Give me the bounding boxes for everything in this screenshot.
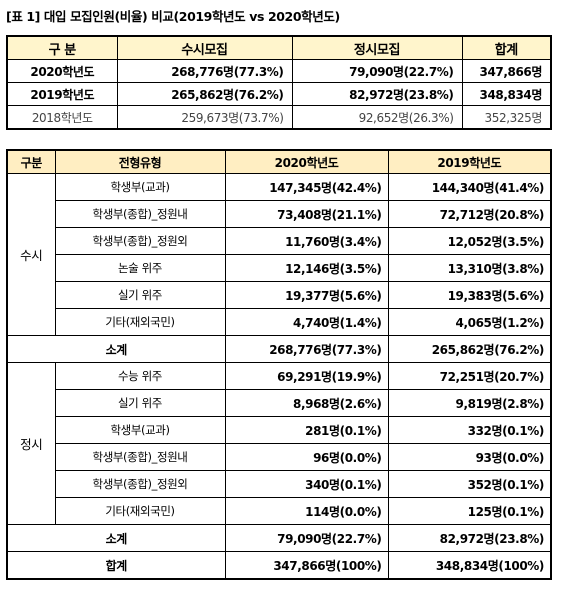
value-2019: 265,862명(76.2%) bbox=[387, 335, 552, 363]
value-2019: 19,383명(5.6%) bbox=[387, 281, 552, 309]
value-2020: 340명(0.1%) bbox=[224, 470, 389, 498]
value-2019: 9,819명(2.8%) bbox=[387, 389, 552, 417]
detail-header-2020: 2020학년도 bbox=[224, 149, 389, 174]
detail-header-2019: 2019학년도 bbox=[387, 149, 552, 174]
jeongsi-subtotal-row: 소계 79,090명(22.7%) 82,972명(23.8%) bbox=[6, 524, 552, 552]
summary-header-total: 합계 bbox=[461, 35, 552, 60]
table-row: 학생부(종합)_정원내 73,408명(21.1%) 72,712명(20.8%… bbox=[7, 200, 552, 228]
table-row: 학생부(종합)_정원외 11,760명(3.4%) 12,052명(3.5%) bbox=[7, 227, 552, 255]
admission-type: 실기 위주 bbox=[54, 281, 226, 309]
summary-year: 2019학년도 bbox=[6, 82, 118, 106]
value-2020: 11,760명(3.4%) bbox=[224, 227, 389, 255]
table-row: 기타(재외국민) 114명(0.0%) 125명(0.1%) bbox=[7, 497, 552, 525]
susi-group-label: 수시 bbox=[6, 173, 56, 336]
summary-total-value: 347,866명 bbox=[461, 59, 552, 83]
summary-susi-value: 259,673명(73.7%) bbox=[116, 105, 293, 130]
table-row: 실기 위주 8,968명(2.6%) 9,819명(2.8%) bbox=[7, 389, 552, 417]
total-label: 합계 bbox=[6, 551, 226, 580]
value-2020: 347,866명(100%) bbox=[224, 551, 389, 580]
admission-type: 학생부(교과) bbox=[54, 416, 226, 444]
value-2019: 72,712명(20.8%) bbox=[387, 200, 552, 228]
value-2019: 12,052명(3.5%) bbox=[387, 227, 552, 255]
value-2020: 147,345명(42.4%) bbox=[224, 173, 389, 201]
table-row: 정시 수능 위주 69,291명(19.9%) 72,251명(20.7%) bbox=[6, 362, 552, 525]
value-2019: 332명(0.1%) bbox=[387, 416, 552, 444]
summary-total-value: 348,834명 bbox=[461, 82, 552, 106]
summary-row-2020: 2020학년도 268,776명(77.3%) 79,090명(22.7%) 3… bbox=[6, 59, 552, 83]
summary-row-2018: 2018학년도 259,673명(73.7%) 92,652명(26.3%) 3… bbox=[6, 105, 552, 130]
admission-type: 학생부(교과) bbox=[54, 173, 226, 201]
value-2020: 114명(0.0%) bbox=[224, 497, 389, 525]
summary-header-susi: 수시모집 bbox=[116, 35, 293, 60]
value-2020: 96명(0.0%) bbox=[224, 443, 389, 471]
admission-type: 학생부(종합)_정원외 bbox=[54, 470, 226, 498]
summary-header-category: 구 분 bbox=[6, 35, 118, 60]
value-2019: 93명(0.0%) bbox=[387, 443, 552, 471]
value-2020: 281명(0.1%) bbox=[224, 416, 389, 444]
table-row: 학생부(교과) 281명(0.1%) 332명(0.1%) bbox=[7, 416, 552, 444]
table-row: 논술 위주 12,146명(3.5%) 13,310명(3.8%) bbox=[7, 254, 552, 282]
admission-type: 논술 위주 bbox=[54, 254, 226, 282]
value-2020: 69,291명(19.9%) bbox=[224, 362, 389, 390]
summary-jeongsi-value: 79,090명(22.7%) bbox=[291, 59, 463, 83]
table-row: 학생부(종합)_정원내 96명(0.0%) 93명(0.0%) bbox=[7, 443, 552, 471]
detail-header-type: 전형유형 bbox=[54, 149, 226, 174]
admission-type: 기타(재외국민) bbox=[54, 308, 226, 336]
summary-year: 2018학년도 bbox=[6, 105, 118, 130]
summary-year: 2020학년도 bbox=[6, 59, 118, 83]
value-2020: 19,377명(5.6%) bbox=[224, 281, 389, 309]
susi-subtotal-row: 소계 268,776명(77.3%) 265,862명(76.2%) bbox=[6, 335, 552, 363]
admission-type: 학생부(종합)_정원외 bbox=[54, 227, 226, 255]
value-2019: 82,972명(23.8%) bbox=[387, 524, 552, 552]
admission-type: 기타(재외국민) bbox=[54, 497, 226, 525]
value-2019: 4,065명(1.2%) bbox=[387, 308, 552, 336]
value-2019: 348,834명(100%) bbox=[387, 551, 552, 580]
summary-header-jeongsi: 정시모집 bbox=[291, 35, 463, 60]
jeongsi-group-label: 정시 bbox=[6, 362, 56, 525]
admission-type: 실기 위주 bbox=[54, 389, 226, 417]
summary-header-row: 구 분 수시모집 정시모집 합계 bbox=[6, 35, 552, 60]
summary-susi-value: 265,862명(76.2%) bbox=[116, 82, 293, 106]
value-2020: 268,776명(77.3%) bbox=[224, 335, 389, 363]
detail-header-category: 구분 bbox=[6, 149, 56, 174]
value-2020: 73,408명(21.1%) bbox=[224, 200, 389, 228]
summary-row-2019: 2019학년도 265,862명(76.2%) 82,972명(23.8%) 3… bbox=[6, 82, 552, 106]
subtotal-label: 소계 bbox=[6, 524, 226, 552]
value-2019: 144,340명(41.4%) bbox=[387, 173, 552, 201]
table-row: 수시 학생부(교과) 147,345명(42.4%) 144,340명(41.4… bbox=[6, 173, 552, 336]
admission-type: 학생부(종합)_정원내 bbox=[54, 200, 226, 228]
value-2020: 79,090명(22.7%) bbox=[224, 524, 389, 552]
table-caption: [표 1] 대입 모집인원(비율) 비교(2019학년도 vs 2020학년도) bbox=[6, 9, 340, 24]
value-2020: 8,968명(2.6%) bbox=[224, 389, 389, 417]
value-2020: 12,146명(3.5%) bbox=[224, 254, 389, 282]
summary-jeongsi-value: 92,652명(26.3%) bbox=[291, 105, 463, 130]
value-2019: 72,251명(20.7%) bbox=[387, 362, 552, 390]
admission-type: 학생부(종합)_정원내 bbox=[54, 443, 226, 471]
summary-jeongsi-value: 82,972명(23.8%) bbox=[291, 82, 463, 106]
table-row: 학생부(종합)_정원외 340명(0.1%) 352명(0.1%) bbox=[7, 470, 552, 498]
subtotal-label: 소계 bbox=[6, 335, 226, 363]
summary-table: 구 분 수시모집 정시모집 합계 2020학년도 268,776명(77.3%)… bbox=[6, 35, 552, 130]
table-row: 실기 위주 19,377명(5.6%) 19,383명(5.6%) bbox=[7, 281, 552, 309]
detail-table: 구분 전형유형 2020학년도 2019학년도 수시 학생부(교과) 147,3… bbox=[6, 149, 552, 580]
value-2019: 125명(0.1%) bbox=[387, 497, 552, 525]
summary-susi-value: 268,776명(77.3%) bbox=[116, 59, 293, 83]
value-2020: 4,740명(1.4%) bbox=[224, 308, 389, 336]
summary-total-value: 352,325명 bbox=[461, 105, 552, 130]
detail-header-row: 구분 전형유형 2020학년도 2019학년도 bbox=[6, 149, 552, 174]
table-row: 기타(재외국민) 4,740명(1.4%) 4,065명(1.2%) bbox=[7, 308, 552, 336]
value-2019: 13,310명(3.8%) bbox=[387, 254, 552, 282]
value-2019: 352명(0.1%) bbox=[387, 470, 552, 498]
admission-type: 수능 위주 bbox=[54, 362, 226, 390]
grand-total-row: 합계 347,866명(100%) 348,834명(100%) bbox=[6, 551, 552, 580]
